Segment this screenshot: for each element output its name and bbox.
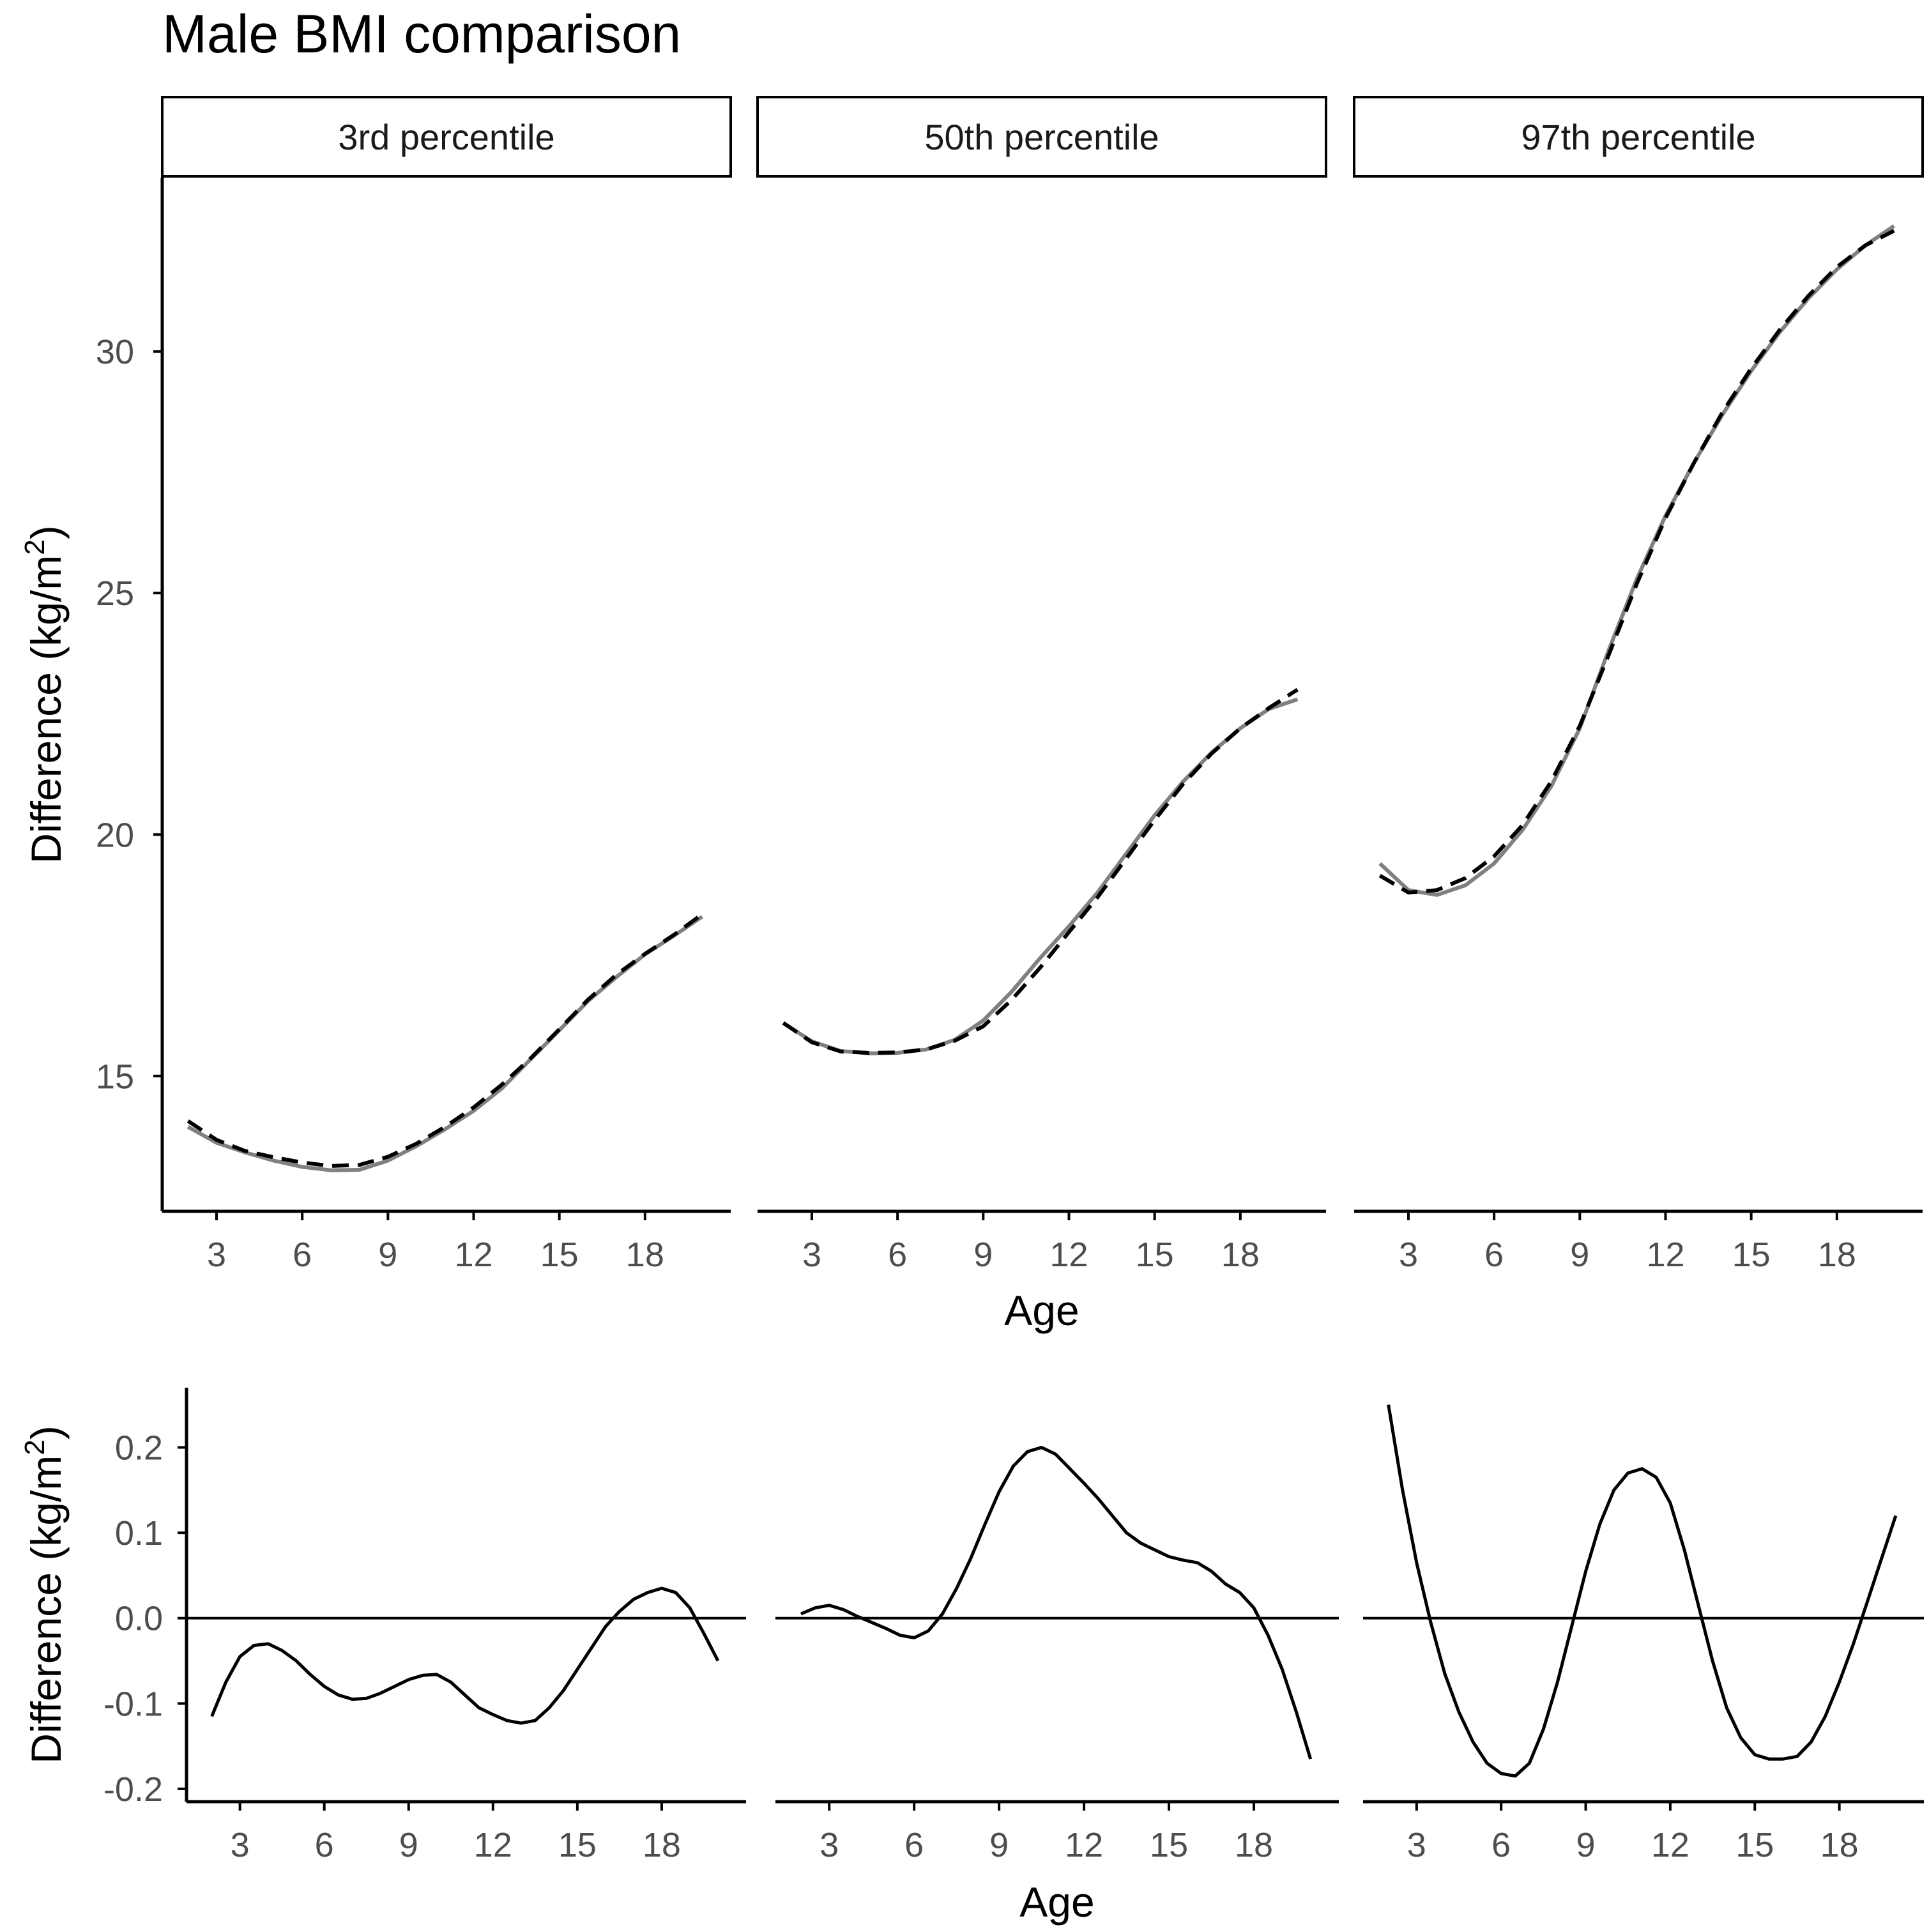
dashed-series-line <box>1378 229 1895 894</box>
x-tick-label: 9 <box>973 1236 993 1274</box>
x-tick-label: 12 <box>1651 1826 1689 1864</box>
facet-strip <box>756 96 1327 178</box>
y-axis-title-main: Difference (kg/m <box>22 555 70 864</box>
y-tick-label: 0.1 <box>115 1514 163 1552</box>
panel-1: 3 6 9 12 15 18 <box>187 1586 746 1864</box>
y-axis-title-close: ) <box>22 525 70 539</box>
x-tick-label: 3 <box>1399 1236 1418 1274</box>
y-tick-label: -0.2 <box>103 1770 163 1809</box>
x-tick-label: 15 <box>1735 1826 1774 1864</box>
x-tick-label: 18 <box>1235 1826 1273 1864</box>
bottom-chart: -0.2 -0.1 0.0 0.1 0.2 Difference (kg/m2) Age 3 6… <box>19 1388 1924 1926</box>
figure-title: Male BMI comparison <box>162 4 681 64</box>
facet-strip-label: 3rd percentile <box>338 117 554 157</box>
x-axis-title: Age <box>1019 1878 1094 1926</box>
panel-2: 3 6 9 12 15 18 <box>775 1446 1339 1864</box>
y-axis-title: Difference (kg/m2) <box>19 1425 70 1763</box>
difference-series-line <box>800 1446 1313 1759</box>
top-chart: 15 20 25 30 Difference (kg/m2) Age 3rd percent… <box>19 96 1924 1334</box>
panel-3: 3 6 9 12 15 18 <box>1363 1404 1924 1864</box>
facet-strip <box>161 96 732 178</box>
x-tick-label: 15 <box>1732 1236 1771 1274</box>
x-axis-title: Age <box>1004 1287 1079 1334</box>
y-tick-label: 15 <box>96 1057 134 1096</box>
x-tick-label: 3 <box>820 1826 839 1864</box>
x-tick-label: 6 <box>1484 1236 1504 1274</box>
x-tick-label: 15 <box>1150 1826 1188 1864</box>
x-tick-label: 18 <box>1820 1826 1859 1864</box>
x-tick-label: 12 <box>454 1236 492 1274</box>
x-tick-label: 3 <box>802 1236 821 1274</box>
y-tick-label: 25 <box>96 574 134 613</box>
x-tick-label: 9 <box>1570 1236 1589 1274</box>
x-tick-label: 9 <box>399 1826 418 1864</box>
x-tick-label: 15 <box>540 1236 579 1274</box>
x-tick-label: 6 <box>293 1236 312 1274</box>
x-tick-label: 12 <box>1065 1826 1103 1864</box>
y-tick-label: 30 <box>96 333 134 371</box>
y-tick-label: 0.0 <box>115 1600 163 1638</box>
y-tick-label: -0.1 <box>103 1685 163 1723</box>
y-tick-label: 0.2 <box>115 1429 163 1468</box>
x-tick-label: 12 <box>1646 1236 1684 1274</box>
x-tick-label: 6 <box>888 1236 907 1274</box>
difference-series-line <box>1387 1404 1898 1778</box>
difference-series-line <box>210 1586 720 1725</box>
x-tick-label: 18 <box>626 1236 664 1274</box>
facet-strip-label: 50th percentile <box>924 117 1159 157</box>
y-tick-label: 20 <box>96 816 134 854</box>
x-tick-label: 9 <box>378 1236 397 1274</box>
x-tick-label: 9 <box>989 1826 1009 1864</box>
x-tick-label: 3 <box>231 1826 250 1864</box>
y-axis-title-main: Difference (kg/m <box>22 1455 70 1764</box>
x-tick-label: 9 <box>1576 1826 1596 1864</box>
x-tick-label: 15 <box>1136 1236 1174 1274</box>
x-tick-label: 6 <box>1491 1826 1511 1864</box>
x-tick-label: 18 <box>643 1826 681 1864</box>
x-tick-label: 18 <box>1221 1236 1260 1274</box>
x-tick-label: 6 <box>904 1826 924 1864</box>
x-tick-label: 6 <box>315 1826 334 1864</box>
panel-1: 3rd percentile 3 6 9 12 15 18 <box>161 96 732 1274</box>
y-axis-title-superscript: 2 <box>19 539 50 555</box>
panel-2: 50th percentile 3 6 9 12 15 18 <box>756 96 1327 1274</box>
x-tick-label: 3 <box>1407 1826 1426 1864</box>
dashed-series-line <box>782 687 1299 1055</box>
x-tick-label: 3 <box>207 1236 226 1274</box>
x-tick-label: 12 <box>474 1826 512 1864</box>
y-axis-title-close: ) <box>22 1425 70 1439</box>
x-tick-label: 12 <box>1049 1236 1088 1274</box>
y-axis-title: Difference (kg/m2) <box>19 525 70 863</box>
x-tick-label: 18 <box>1818 1236 1856 1274</box>
solid-series-line <box>187 915 703 1172</box>
panel-3: 97th percentile 3 6 9 12 15 18 <box>1353 96 1924 1274</box>
y-axis-title-superscript: 2 <box>19 1439 50 1455</box>
facet-strip <box>1353 96 1924 178</box>
x-tick-label: 15 <box>558 1826 597 1864</box>
facet-strip-label: 97th percentile <box>1521 117 1755 157</box>
